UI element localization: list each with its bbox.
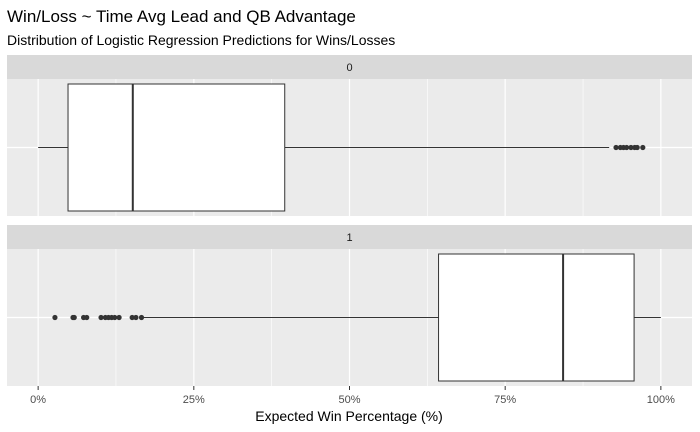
facet-strip-label: 0 (346, 62, 352, 74)
facet-strip (7, 225, 692, 249)
x-tick-label: 0% (30, 394, 46, 406)
facet-panel-1: 1 (7, 225, 692, 386)
facet-strip-label: 1 (346, 232, 352, 244)
iqr-box (67, 83, 286, 212)
outlier-point (640, 144, 646, 151)
outlier-point (129, 314, 135, 321)
facet-panel-0: 0 (7, 55, 692, 216)
facet-panels: 01 (7, 55, 692, 386)
outlier-point (71, 314, 77, 321)
x-tick-label: 50% (338, 394, 360, 406)
outlier-point (628, 144, 634, 151)
iqr-box (438, 253, 635, 382)
outlier-point (624, 144, 630, 151)
outlier-point (133, 314, 139, 321)
outlier-point (112, 314, 118, 321)
x-axis: 0% 25% 50% 75% 100% (30, 386, 675, 406)
outlier-point (52, 314, 58, 321)
outlier-point (98, 314, 104, 321)
x-axis-title: Expected Win Percentage (%) (255, 408, 443, 424)
outlier-point (84, 314, 90, 321)
facet-strip (7, 55, 692, 79)
x-tick-label: 25% (183, 394, 205, 406)
outlier-point (116, 314, 122, 321)
outlier-point (613, 144, 619, 151)
chart-subtitle: Distribution of Logistic Regression Pred… (7, 32, 395, 48)
x-tick-label: 100% (647, 394, 675, 406)
x-tick-label: 75% (494, 394, 516, 406)
chart-title: Win/Loss ~ Time Avg Lead and QB Advantag… (7, 7, 356, 26)
outlier-point (634, 144, 640, 151)
outlier-point (138, 314, 145, 321)
